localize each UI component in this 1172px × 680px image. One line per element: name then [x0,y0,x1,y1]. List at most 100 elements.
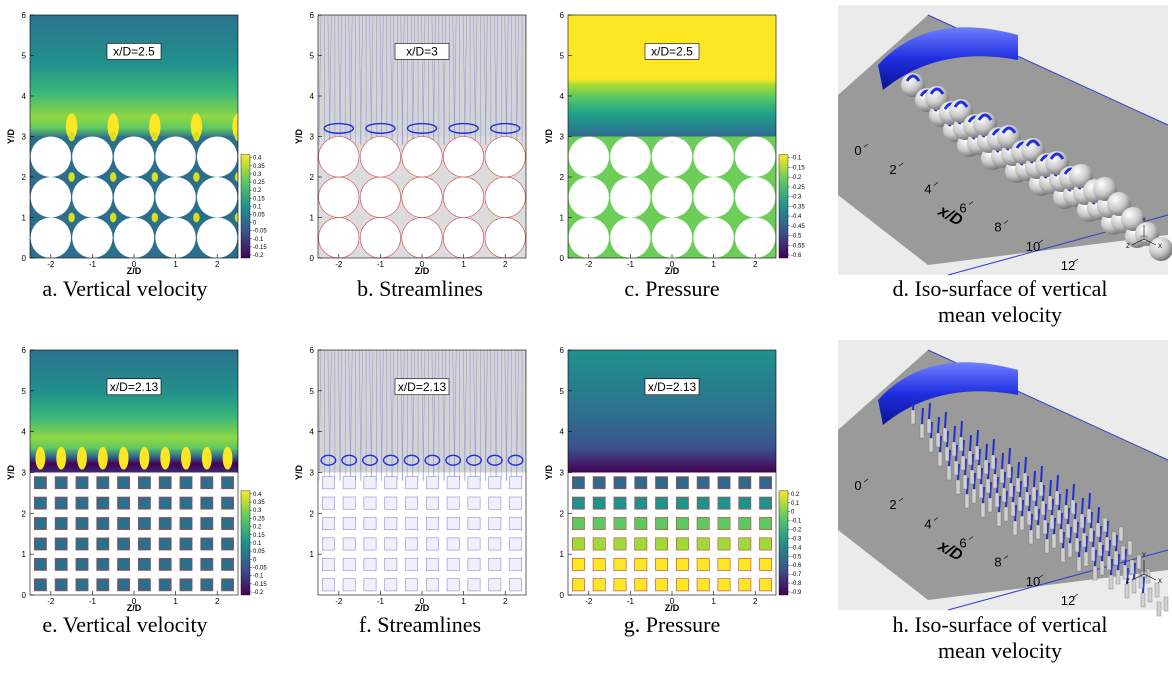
obstacle [468,558,480,570]
rod [965,494,969,508]
obstacle [138,477,150,489]
iso-fin [1041,466,1042,482]
iso-fin [1066,489,1067,505]
rod [968,451,972,465]
obstacle [697,497,709,509]
obstacle [572,558,584,570]
x-axis-label: Z/D [665,603,680,613]
rod [1027,511,1031,525]
colorbar-tick-label: 0.35 [253,164,265,170]
obstacle [572,579,584,591]
gap-spot [152,132,158,142]
rod [920,424,924,438]
colorbar-tick-label: 0.05 [253,549,265,555]
obstacle [739,558,751,570]
obstacle [569,218,610,259]
obstacle [197,218,238,259]
obstacle [718,477,730,489]
x-tick-label: -1 [89,260,97,269]
obstacle [610,137,651,178]
rod [943,428,947,442]
obstacle [635,497,647,509]
obstacle [593,558,605,570]
obstacle [614,538,626,550]
rod [1039,482,1043,496]
obstacle [97,497,109,509]
obstacle [76,477,88,489]
obstacle [635,558,647,570]
rod [1137,555,1141,569]
iso-fin [954,426,955,442]
obstacle [385,579,397,591]
rod [936,433,940,447]
obstacle [360,218,401,259]
obstacle [405,477,417,489]
rod [1045,539,1049,553]
x-tick-label: 8 [994,555,1001,570]
obstacle [676,477,688,489]
gap-spot [110,132,116,142]
y-tick-label: 3 [560,133,565,142]
x-tick-label: 12 [1061,593,1075,608]
field-lower [30,473,238,596]
obstacle [34,517,46,529]
y-tick-label: 1 [310,214,315,223]
rod [1007,464,1011,478]
colorbar-tick-label: -0.5 [791,554,802,560]
colorbar-tick-label: 0.4 [253,492,262,498]
rod [1119,527,1123,541]
rod [952,442,956,456]
obstacle [610,218,651,259]
rod [1059,529,1063,543]
rod [1103,518,1107,532]
rod [1114,551,1118,565]
rod [1036,525,1040,539]
x-tick-label: -1 [89,597,97,606]
obstacle [739,579,751,591]
caption: d. Iso-surface of vertical [892,276,1107,301]
obstacle [652,177,693,218]
rod [1004,507,1008,521]
obstacle [693,137,734,178]
obstacle [364,579,376,591]
panel: h. Iso-surface of verticalmean velocity0… [838,340,1172,663]
obstacle [201,497,213,509]
x-tick-label: 1 [173,260,178,269]
colorbar-tick-label: -0.35 [791,204,805,210]
y-tick-label: 6 [22,11,27,20]
obstacle [489,579,501,591]
obstacle [34,558,46,570]
obstacle [489,558,501,570]
x-tick-label: -1 [627,260,635,269]
rod [929,438,933,452]
obstacle [322,558,334,570]
x-axis-label: Z/D [127,266,142,276]
rod [1084,552,1088,566]
obstacle [76,579,88,591]
obstacle [221,579,233,591]
iso-fin [970,435,971,451]
colorbar-tick-label: -0.05 [253,229,267,235]
obstacle [572,497,584,509]
obstacle [180,477,192,489]
obstacle [569,177,610,218]
x-tick-label: 2 [215,260,220,269]
y-tick-label: 3 [560,469,565,478]
rod [1107,556,1111,570]
obstacle [364,477,376,489]
obstacle [718,579,730,591]
obstacle [489,538,501,550]
obstacle [468,497,480,509]
obstacle [593,517,605,529]
rod [1018,497,1022,511]
obstacle [426,497,438,509]
triad-label: X [1158,579,1162,585]
obstacle [180,517,192,529]
iso-fin [986,444,987,460]
obstacle [697,538,709,550]
rod [956,480,960,494]
y-tick-label: 1 [310,550,315,559]
caption: c. Pressure [624,276,719,301]
obstacle [676,538,688,550]
